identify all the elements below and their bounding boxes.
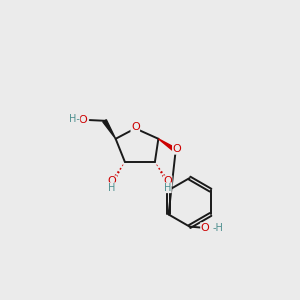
Text: O: O	[172, 144, 181, 154]
Polygon shape	[158, 139, 177, 152]
Text: O: O	[131, 122, 140, 132]
Text: O: O	[108, 176, 116, 186]
Text: O: O	[201, 223, 209, 233]
Text: H: H	[109, 183, 116, 193]
Text: O: O	[78, 115, 87, 125]
Text: -H: -H	[212, 223, 223, 233]
Polygon shape	[103, 120, 116, 139]
Text: O: O	[163, 176, 172, 186]
Text: H: H	[164, 183, 171, 193]
Text: H-: H-	[69, 114, 80, 124]
